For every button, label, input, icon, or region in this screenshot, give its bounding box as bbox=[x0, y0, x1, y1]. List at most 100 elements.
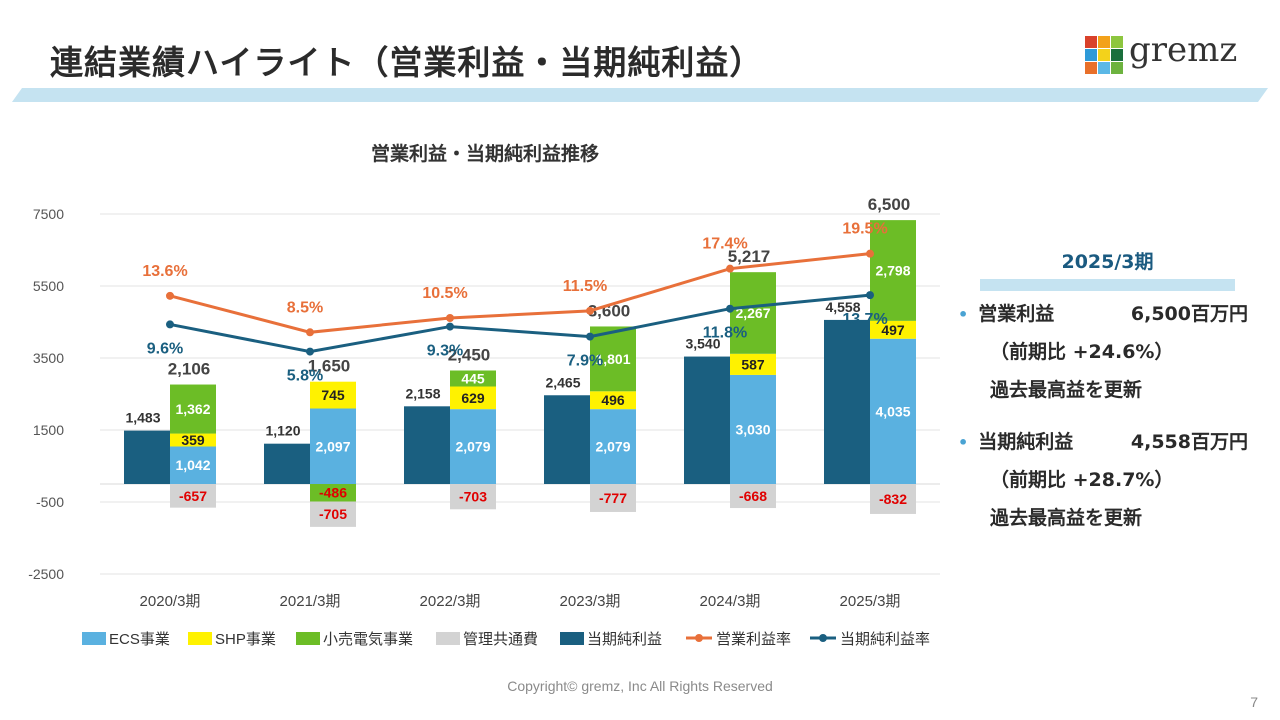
bar-net-profit bbox=[264, 443, 310, 484]
logo-tile bbox=[1098, 36, 1110, 48]
logo-wordmark: gremz bbox=[1129, 30, 1238, 70]
summary-period: 2025/3期 bbox=[1061, 251, 1154, 273]
data-label-management-cost: -657 bbox=[179, 488, 207, 504]
data-label-operating-total: 5,217 bbox=[728, 247, 771, 266]
y-tick-label: 3500 bbox=[33, 350, 64, 366]
point-operating-margin bbox=[166, 291, 174, 300]
data-label-retail: 2,798 bbox=[875, 262, 910, 278]
bullet-icon: • bbox=[958, 305, 969, 324]
data-label-ecs: 3,030 bbox=[735, 421, 770, 437]
point-operating-margin bbox=[726, 264, 734, 273]
x-tick-label: 2023/3期 bbox=[560, 593, 621, 610]
data-label-shp: 745 bbox=[321, 387, 345, 403]
logo-tile bbox=[1111, 36, 1123, 48]
data-label-management-cost: -777 bbox=[599, 490, 627, 506]
data-label-ecs: 2,097 bbox=[315, 438, 350, 454]
data-label-net-margin: 9.6% bbox=[147, 340, 183, 357]
y-tick-label: -2500 bbox=[28, 566, 64, 582]
data-label-shp: 497 bbox=[881, 322, 905, 338]
data-label-operating-margin: 8.5% bbox=[287, 299, 323, 316]
data-label-net-margin: 11.8% bbox=[703, 325, 747, 342]
bar-management-cost bbox=[170, 484, 216, 508]
y-tick-label: 1500 bbox=[33, 422, 64, 438]
data-label-management-cost: -668 bbox=[739, 488, 767, 504]
point-net-margin bbox=[306, 347, 314, 356]
y-tick-label: 5500 bbox=[33, 278, 64, 294]
data-label-operating-total: 3,600 bbox=[588, 301, 631, 320]
legend-label: SHP事業 bbox=[215, 631, 276, 648]
point-net-margin bbox=[166, 320, 174, 329]
kpi-value: 6,500百万円 bbox=[1130, 303, 1248, 325]
data-label-operating-total: 2,450 bbox=[448, 345, 491, 364]
kpi-change: （前期比 +24.6%） bbox=[990, 341, 1174, 363]
bar-shp bbox=[310, 381, 356, 409]
kpi-label: 当期純利益 bbox=[978, 431, 1074, 453]
data-label-ecs: 1,042 bbox=[175, 457, 210, 473]
bar-shp bbox=[870, 320, 916, 339]
x-tick-label: 2021/3期 bbox=[280, 593, 341, 610]
legend-label: 小売電気事業 bbox=[323, 631, 413, 648]
legend-swatch bbox=[560, 632, 584, 645]
bar-retail bbox=[870, 220, 916, 321]
data-label-net-margin: 7.9% bbox=[567, 353, 603, 370]
line-net-margin bbox=[169, 293, 871, 354]
legend-label: 営業利益率 bbox=[716, 631, 791, 648]
data-label-shp: 496 bbox=[601, 392, 625, 408]
logo-tile bbox=[1085, 62, 1097, 74]
data-label-operating-margin: 19.5% bbox=[842, 221, 887, 238]
point-net-margin bbox=[726, 304, 734, 313]
bar-retail bbox=[730, 272, 776, 354]
logo-tile bbox=[1085, 49, 1097, 61]
point-operating-margin bbox=[306, 328, 314, 337]
kpi-value: 4,558百万円 bbox=[1130, 431, 1248, 453]
data-label-ecs: 2,079 bbox=[595, 439, 630, 455]
logo-tile bbox=[1085, 36, 1097, 48]
kpi-net-profit: • 当期純利益 4,558百万円 （前期比 +28.7%） 過去最高益を更新 bbox=[958, 423, 1248, 537]
point-net-margin bbox=[866, 291, 874, 300]
bar-net-profit bbox=[124, 430, 170, 484]
bar-net-profit bbox=[684, 356, 730, 484]
data-label-retail: 445 bbox=[461, 371, 485, 387]
bar-shp bbox=[450, 386, 496, 410]
y-tick-label: 7500 bbox=[33, 206, 64, 222]
summary-heading-band bbox=[980, 279, 1235, 291]
legend-label: ECS事業 bbox=[109, 631, 170, 648]
data-label-shp: 587 bbox=[741, 356, 765, 372]
bar-retail bbox=[590, 326, 636, 392]
data-label-retail: -486 bbox=[319, 485, 347, 501]
bar-ecs bbox=[450, 409, 496, 484]
legend-marker bbox=[819, 634, 827, 642]
bar-shp bbox=[730, 353, 776, 375]
legend-swatch bbox=[82, 632, 106, 645]
point-operating-margin bbox=[866, 249, 874, 258]
data-label-management-cost: -705 bbox=[319, 506, 347, 522]
data-label-operating-total: 2,106 bbox=[168, 360, 211, 379]
data-label-net-margin: 5.8% bbox=[287, 368, 323, 385]
logo-tile bbox=[1111, 49, 1123, 61]
legend-swatch bbox=[296, 632, 320, 645]
data-label-operating-margin: 10.5% bbox=[422, 285, 467, 302]
point-operating-margin bbox=[586, 306, 594, 315]
copyright-text: Copyright© gremz, Inc All Rights Reserve… bbox=[507, 678, 773, 694]
data-label-net-margin: 13.7% bbox=[842, 311, 887, 328]
data-label-management-cost: -832 bbox=[879, 491, 907, 507]
bar-management-cost bbox=[590, 484, 636, 512]
kpi-note: 過去最高益を更新 bbox=[990, 507, 1143, 529]
data-label-net-profit: 1,120 bbox=[265, 423, 300, 439]
data-label-operating-total: 1,650 bbox=[308, 357, 351, 376]
company-logo: gremz bbox=[1085, 30, 1260, 82]
line-operating-margin bbox=[169, 252, 871, 334]
data-label-net-profit: 3,540 bbox=[685, 336, 720, 352]
bar-management-cost bbox=[730, 484, 776, 509]
data-label-net-profit: 2,158 bbox=[405, 385, 440, 401]
bar-ecs bbox=[590, 409, 636, 484]
data-label-net-profit: 4,558 bbox=[825, 299, 860, 315]
data-label-retail: 1,362 bbox=[175, 401, 210, 417]
data-label-net-margin: 9.3% bbox=[427, 343, 463, 360]
bar-management-cost bbox=[310, 501, 356, 527]
legend-marker bbox=[695, 634, 703, 642]
data-label-retail: 1,801 bbox=[595, 351, 630, 367]
bar-shp bbox=[590, 391, 636, 410]
legend-swatch bbox=[436, 632, 460, 645]
